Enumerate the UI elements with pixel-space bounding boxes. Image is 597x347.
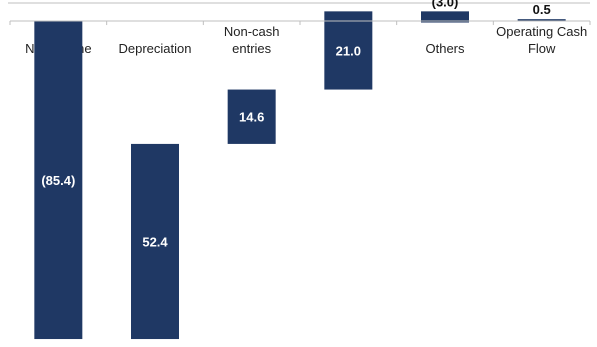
data-labels: (85.4) 52.4 14.6 21.0 (3.0) 0.5 bbox=[41, 0, 550, 249]
bar-working-capital bbox=[324, 11, 373, 90]
category-label: Others bbox=[425, 41, 465, 56]
bar-depreciation bbox=[131, 143, 179, 340]
bar-others bbox=[421, 11, 469, 23]
axis-ticks bbox=[9, 21, 591, 26]
data-label: 14.6 bbox=[239, 110, 264, 125]
category-label: Non-cash entries bbox=[224, 24, 280, 56]
bar-net-income bbox=[34, 21, 83, 340]
category-labels: Net IncomeDepreciationNon-cashentriesWor… bbox=[25, 24, 587, 56]
category-label: Operating Cash Flow bbox=[496, 24, 587, 56]
data-label: 0.5 bbox=[533, 2, 551, 17]
data-label: (3.0) bbox=[432, 0, 459, 9]
data-label: 21.0 bbox=[336, 43, 361, 58]
data-label: 52.4 bbox=[142, 234, 168, 249]
data-label: (85.4) bbox=[41, 173, 75, 188]
bar-operating-cash-flow bbox=[517, 19, 566, 22]
bars bbox=[34, 11, 566, 340]
bar-non-cash-entries bbox=[227, 89, 276, 144]
category-label: Depreciation bbox=[119, 41, 192, 56]
